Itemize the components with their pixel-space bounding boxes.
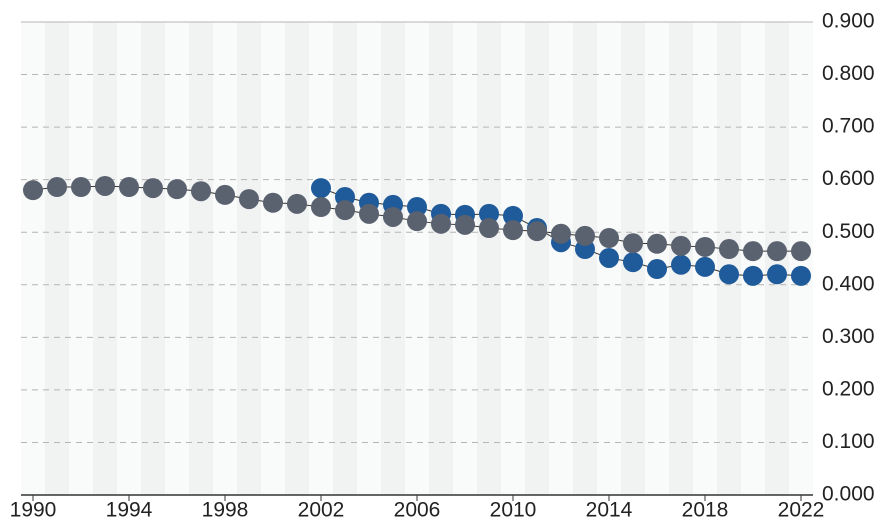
stripe: [453, 22, 477, 495]
stripe: [237, 22, 261, 495]
stripe: [189, 22, 213, 495]
stripe: [261, 22, 285, 495]
data-point: [71, 177, 91, 198]
stripe: [117, 22, 141, 495]
stripe: [357, 22, 381, 495]
data-point: [335, 200, 355, 221]
data-point: [503, 205, 523, 226]
data-point: [23, 180, 43, 201]
data-point: [95, 175, 115, 196]
y-tick-label: 0.800: [822, 62, 875, 85]
data-point: [215, 184, 235, 205]
data-point: [599, 228, 619, 249]
data-point: [623, 252, 643, 273]
data-point: [263, 192, 283, 213]
data-point: [383, 206, 403, 227]
y-tick-label: 0.000: [822, 483, 875, 506]
data-point: [287, 193, 307, 214]
stripe: [549, 22, 573, 495]
data-point: [743, 241, 763, 262]
data-point: [311, 196, 331, 217]
data-point: [455, 214, 475, 235]
data-point: [47, 177, 67, 198]
x-tick-label: 2006: [394, 499, 441, 521]
data-point: [671, 235, 691, 256]
data-point: [575, 225, 595, 246]
stripe: [333, 22, 357, 495]
data-point: [407, 211, 427, 232]
y-tick-label: 0.700: [822, 115, 875, 138]
data-point: [719, 264, 739, 285]
data-point: [647, 233, 667, 254]
y-tick-label: 0.300: [822, 325, 875, 348]
stripe: [381, 22, 405, 495]
x-tick-label: 2014: [586, 499, 633, 521]
data-point: [503, 220, 523, 241]
data-point: [311, 178, 331, 199]
data-point: [239, 189, 259, 210]
stripe: [525, 22, 549, 495]
stripe: [645, 22, 669, 495]
stripe: [501, 22, 525, 495]
stripe: [21, 22, 45, 495]
data-point: [695, 256, 715, 277]
stripe: [69, 22, 93, 495]
x-tick-label: 1998: [202, 499, 249, 521]
stripe: [45, 22, 69, 495]
data-point: [767, 264, 787, 285]
data-point: [743, 265, 763, 286]
x-tick-label: 2002: [298, 499, 345, 521]
data-point: [623, 233, 643, 254]
stripe: [429, 22, 453, 495]
data-point: [671, 254, 691, 275]
stripe: [309, 22, 333, 495]
data-point: [191, 181, 211, 202]
data-point: [551, 223, 571, 244]
data-point: [479, 218, 499, 239]
data-point: [791, 265, 811, 286]
stripe: [165, 22, 189, 495]
stripe: [93, 22, 117, 495]
y-tick-label: 0.600: [822, 167, 875, 190]
x-tick-label: 2018: [682, 499, 729, 521]
data-point: [767, 241, 787, 262]
stripe: [141, 22, 165, 495]
data-point: [167, 179, 187, 200]
data-point: [695, 236, 715, 257]
y-tick-label: 0.900: [822, 10, 875, 33]
data-point: [143, 178, 163, 199]
y-tick-label: 0.400: [822, 272, 875, 295]
data-point: [119, 177, 139, 198]
background-stripes: [21, 22, 813, 495]
data-point: [527, 221, 547, 242]
stripe: [405, 22, 429, 495]
data-point: [791, 241, 811, 262]
x-tick-label: 2022: [778, 499, 825, 521]
stripe: [285, 22, 309, 495]
stripe: [213, 22, 237, 495]
data-point: [719, 239, 739, 260]
data-point: [359, 203, 379, 224]
data-point: [407, 196, 427, 217]
stripe: [477, 22, 501, 495]
x-tick-label: 1990: [10, 499, 57, 521]
data-point: [647, 259, 667, 280]
x-tick-label: 1994: [106, 499, 153, 521]
y-tick-label: 0.200: [822, 377, 875, 400]
data-point: [599, 247, 619, 268]
y-tick-label: 0.500: [822, 220, 875, 243]
data-point: [479, 203, 499, 224]
x-tick-label: 2010: [490, 499, 537, 521]
data-point: [431, 213, 451, 234]
y-tick-label: 0.100: [822, 430, 875, 453]
